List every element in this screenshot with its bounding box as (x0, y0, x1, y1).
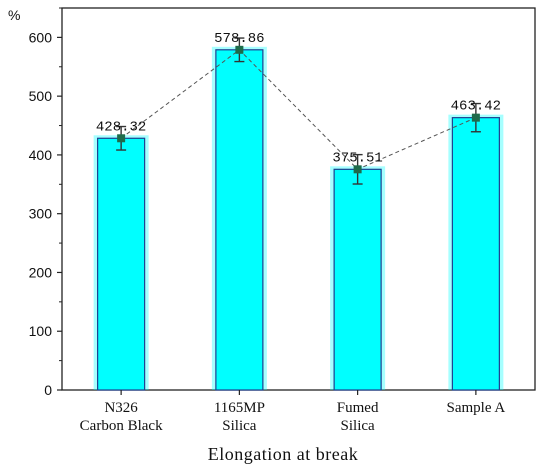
bars (93, 46, 504, 391)
y-tick-label: 200 (29, 264, 53, 280)
mean-line (120, 49, 477, 170)
data-label: 375.51 (332, 150, 382, 166)
y-tick-label: 0 (44, 382, 52, 398)
bar (97, 137, 146, 391)
x-tick-label: Sample A (447, 400, 506, 416)
mean-marker (235, 45, 244, 54)
data-label: 428.32 (96, 119, 146, 135)
y-axis: 0 100 200 300 400 500 600 (29, 7, 62, 398)
plot-border (61, 7, 536, 391)
mean-marker (117, 134, 126, 143)
data-label: 463.42 (451, 99, 501, 115)
bar (333, 168, 382, 391)
mean-markers (117, 45, 480, 174)
y-tick-label: 500 (29, 88, 53, 104)
data-label: 578.86 (214, 31, 264, 47)
mean-connector-line (120, 49, 477, 170)
bar (215, 49, 264, 391)
y-tick-label: 300 (29, 206, 53, 222)
mean-marker (471, 113, 480, 122)
x-tick-label-line: Silica (341, 418, 376, 434)
x-tick-label-line: Sample A (447, 400, 506, 416)
x-axis: N326 Carbon Black 1165MP Silica Fumed Silica S… (80, 390, 506, 434)
y-axis-unit-label: % (8, 7, 20, 23)
plot-frame (61, 7, 536, 391)
x-tick-label: 1165MP Silica (214, 400, 265, 434)
x-tick-label-line: Fumed (337, 400, 379, 416)
x-tick-label-line: 1165MP (214, 400, 265, 416)
y-tick-label: 600 (29, 29, 53, 45)
x-tick-label: N326 Carbon Black (80, 400, 163, 434)
error-bars (116, 37, 481, 185)
x-axis-title: Elongation at break (208, 444, 358, 464)
x-tick-label-line: Silica (222, 418, 257, 434)
data-labels: 428.32 578.86 375.51 463.42 (96, 31, 501, 167)
y-tick-label: 100 (29, 323, 53, 339)
x-tick-label-line: Carbon Black (80, 418, 163, 434)
mean-marker (353, 165, 362, 174)
bar (451, 117, 500, 391)
x-tick-label-line: N326 (104, 400, 138, 416)
x-tick-label: Fumed Silica (337, 400, 379, 434)
y-tick-label: 400 (29, 147, 53, 163)
